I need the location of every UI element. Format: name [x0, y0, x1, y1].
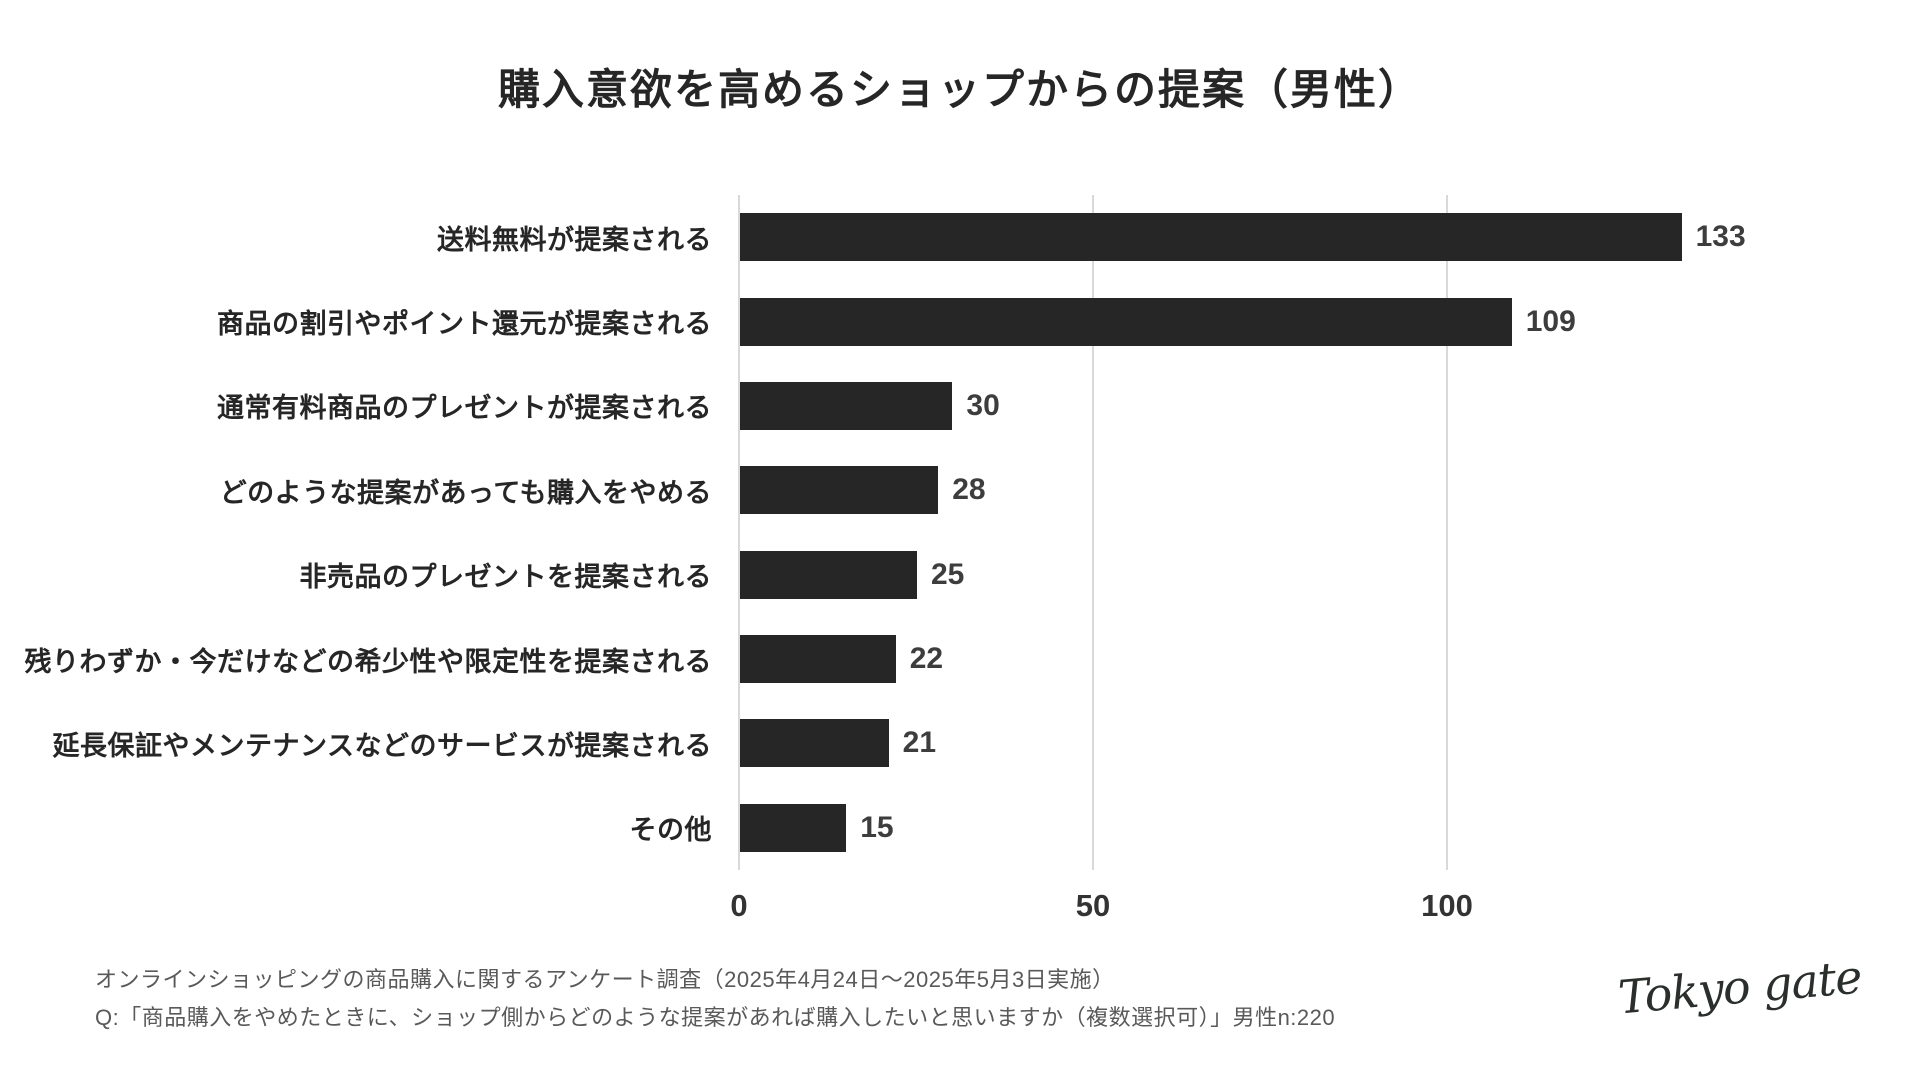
- chart-row: 送料無料が提案される 133: [0, 195, 1920, 279]
- chart-row: 残りわずか・今だけなどの希少性や限定性を提案される 22: [0, 617, 1920, 701]
- value-label: 21: [902, 726, 937, 760]
- category-label: 非売品のプレゼントを提案される: [299, 562, 712, 593]
- chart-row: 通常有料商品のプレゼントが提案される 30: [0, 364, 1920, 448]
- category-label: 延長保証やメンテナンスなどのサービスが提案される: [52, 730, 712, 761]
- chart-row: 非売品のプレゼントを提案される 25: [0, 533, 1920, 617]
- category-label: 商品の割引やポイント還元が提案される: [217, 309, 712, 340]
- tokyo-gate-logo: Tokyo gate: [1616, 949, 1864, 1025]
- x-tick-label-50: 50: [1075, 888, 1111, 923]
- category-label: 残りわずか・今だけなどの希少性や限定性を提案される: [24, 646, 712, 677]
- x-tick-label-0: 0: [730, 888, 748, 923]
- chart-row: どのような提案があっても購入をやめる 28: [0, 448, 1920, 532]
- value-label: 109: [1525, 304, 1576, 338]
- bar: [740, 297, 1512, 346]
- category-label: どのような提案があっても購入をやめる: [219, 477, 712, 508]
- value-label: 15: [860, 810, 894, 844]
- bar-chart: 送料無料が提案される 133 商品の割引やポイント還元が提案される 109 通常有料商品…: [0, 195, 1920, 870]
- gridline-50: [1092, 195, 1094, 870]
- bar: [740, 466, 939, 515]
- bar: [740, 213, 1682, 262]
- bar: [740, 381, 953, 430]
- category-label: 送料無料が提案される: [437, 224, 712, 255]
- value-label: 133: [1695, 220, 1746, 254]
- value-label: 25: [931, 557, 965, 591]
- bar: [740, 719, 889, 768]
- value-label: 22: [909, 642, 944, 676]
- question-note: Q:「商品購入をやめたときに、ショップ側からどのような提案があれば購入したいと思…: [95, 1005, 1336, 1030]
- chart-row: 延長保証やメンテナンスなどのサービスが提案される 21: [0, 701, 1920, 785]
- chart-row: その他 15: [0, 786, 1920, 870]
- bar: [740, 635, 896, 684]
- value-label: 30: [966, 388, 1000, 422]
- bar: [740, 550, 917, 599]
- gridline-100: [1446, 195, 1448, 870]
- chart-title: 購入意欲を高めるショップからの提案（男性）: [497, 66, 1422, 113]
- source-note: オンラインショッピングの商品購入に関するアンケート調査（2025年4月24日～2…: [95, 967, 1115, 992]
- axis-baseline: [738, 195, 740, 870]
- x-tick-label-100: 100: [1421, 888, 1473, 923]
- category-label: 通常有料商品のプレゼントが提案される: [217, 393, 712, 424]
- x-axis: 0 50 100: [0, 878, 1920, 928]
- chart-row: 商品の割引やポイント還元が提案される 109: [0, 279, 1920, 363]
- bar: [740, 803, 847, 852]
- category-label: その他: [629, 815, 712, 846]
- value-label: 28: [952, 473, 986, 507]
